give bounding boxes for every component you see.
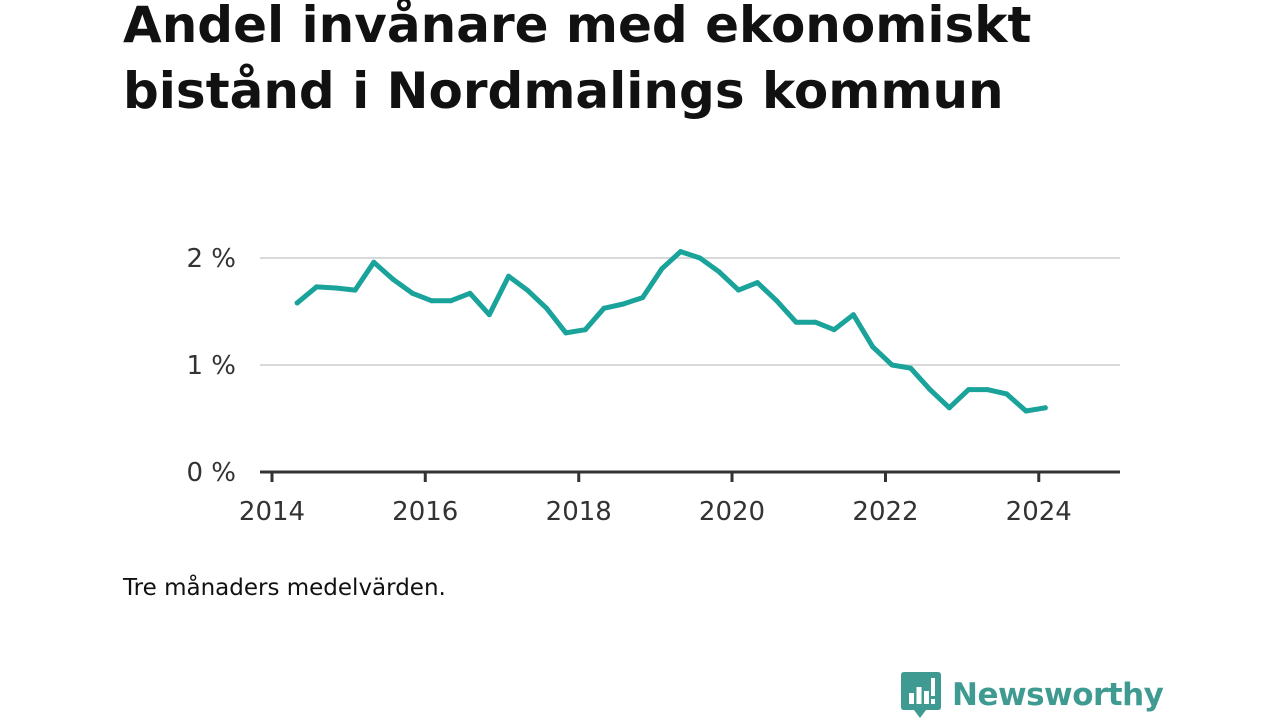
x-axis-labels: 2014 2016 2018 2020 2022 2024: [239, 497, 1072, 527]
data-point: [314, 284, 320, 290]
data-point: [524, 287, 530, 293]
data-point: [390, 276, 396, 282]
data-point: [716, 269, 722, 275]
data-point: [486, 312, 492, 318]
x-tick-label: 2020: [699, 497, 765, 527]
data-point: [620, 301, 626, 307]
data-point: [754, 280, 760, 286]
chart-note: Tre månaders medelvärden.: [123, 575, 446, 601]
y-tick-label: 0 %: [186, 458, 236, 488]
data-point: [1023, 408, 1029, 414]
data-point: [563, 330, 569, 336]
data-point: [1042, 405, 1048, 411]
x-tick-label: 2018: [546, 497, 612, 527]
data-point: [467, 290, 473, 296]
data-point: [984, 387, 990, 393]
data-point: [697, 255, 703, 261]
data-point: [371, 259, 377, 265]
data-point: [812, 319, 818, 325]
data-point: [966, 387, 972, 393]
chart-title: Andel invånare med ekonomiskt bistånd i …: [123, 0, 1032, 120]
data-point: [870, 344, 876, 350]
data-point: [774, 298, 780, 304]
data-point: [352, 287, 358, 293]
data-point: [294, 300, 300, 306]
data-point: [908, 365, 914, 371]
data-point: [659, 266, 665, 272]
data-points: [294, 249, 1048, 414]
x-tick-label: 2014: [239, 497, 305, 527]
x-tick-label: 2016: [392, 497, 458, 527]
brand-logo: Newsworthy: [900, 670, 1164, 720]
data-point: [582, 327, 588, 333]
data-point: [506, 273, 512, 279]
data-point: [889, 362, 895, 368]
x-tick-label: 2024: [1006, 497, 1072, 527]
data-point: [1004, 391, 1010, 397]
bar-chart-speech-bubble-icon: [901, 672, 941, 718]
gridlines: [260, 257, 1120, 366]
series-line: [294, 249, 1048, 414]
data-point: [429, 298, 435, 304]
y-tick-label: 1 %: [186, 351, 236, 381]
data-point: [448, 298, 454, 304]
data-point: [946, 405, 952, 411]
data-point: [640, 295, 646, 301]
data-point: [333, 285, 339, 291]
data-point: [601, 305, 607, 311]
data-point: [831, 327, 837, 333]
x-axis-ticks: [270, 472, 1041, 482]
brand-name: Newsworthy: [952, 677, 1164, 713]
data-point: [736, 287, 742, 293]
data-point: [409, 290, 415, 296]
y-axis-labels: 0 % 1 % 2 %: [186, 244, 236, 488]
x-tick-label: 2022: [852, 497, 918, 527]
data-point: [850, 312, 856, 318]
data-point: [793, 319, 799, 325]
data-point: [544, 305, 550, 311]
y-tick-label: 2 %: [186, 244, 236, 274]
data-point: [678, 249, 684, 255]
data-point: [927, 387, 933, 393]
